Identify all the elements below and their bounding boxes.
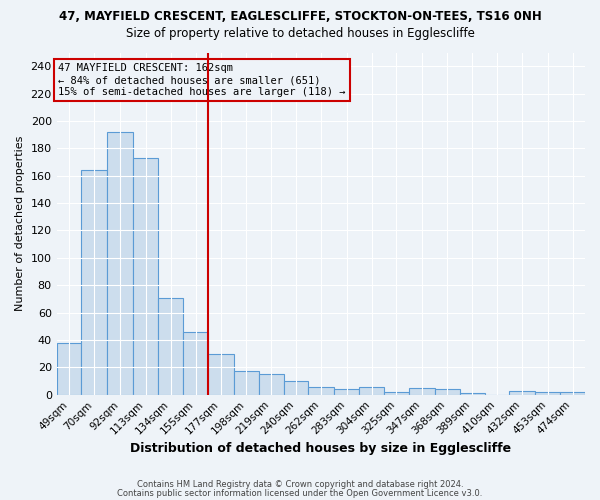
Bar — [308, 386, 334, 394]
Bar — [284, 381, 308, 394]
Text: Contains public sector information licensed under the Open Government Licence v3: Contains public sector information licen… — [118, 489, 482, 498]
Bar — [560, 392, 585, 394]
Bar — [435, 389, 460, 394]
Bar — [384, 392, 409, 394]
Bar — [234, 372, 259, 394]
Bar — [208, 354, 234, 395]
Bar — [183, 332, 208, 394]
Bar — [409, 388, 435, 394]
Bar — [535, 392, 560, 394]
Bar — [158, 298, 183, 394]
Text: 47, MAYFIELD CRESCENT, EAGLESCLIFFE, STOCKTON-ON-TEES, TS16 0NH: 47, MAYFIELD CRESCENT, EAGLESCLIFFE, STO… — [59, 10, 541, 23]
Text: 47 MAYFIELD CRESCENT: 162sqm
← 84% of detached houses are smaller (651)
15% of s: 47 MAYFIELD CRESCENT: 162sqm ← 84% of de… — [58, 64, 346, 96]
Bar — [56, 342, 82, 394]
Bar — [509, 390, 535, 394]
Text: Size of property relative to detached houses in Egglescliffe: Size of property relative to detached ho… — [125, 28, 475, 40]
Bar — [107, 132, 133, 394]
Bar — [82, 170, 107, 394]
Bar — [359, 386, 384, 394]
Bar — [259, 374, 284, 394]
Bar — [133, 158, 158, 394]
Y-axis label: Number of detached properties: Number of detached properties — [15, 136, 25, 312]
Text: Contains HM Land Registry data © Crown copyright and database right 2024.: Contains HM Land Registry data © Crown c… — [137, 480, 463, 489]
X-axis label: Distribution of detached houses by size in Egglescliffe: Distribution of detached houses by size … — [130, 442, 511, 455]
Bar — [334, 389, 359, 394]
